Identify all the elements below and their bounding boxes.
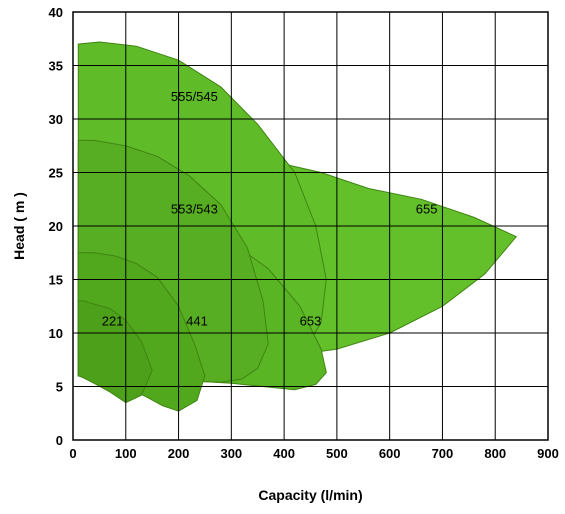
y-tick-label: 35 (49, 59, 63, 74)
y-tick-label: 25 (49, 166, 63, 181)
y-tick-label: 20 (49, 219, 63, 234)
x-axis-label: Capacity (l/min) (258, 487, 362, 503)
y-tick-label: 30 (49, 112, 63, 127)
y-tick-label: 10 (49, 326, 63, 341)
region-label: 653 (300, 314, 322, 329)
y-tick-label: 0 (56, 433, 63, 448)
region-label: 655 (416, 201, 438, 216)
x-tick-label: 900 (537, 446, 559, 461)
x-tick-label: 800 (484, 446, 506, 461)
x-tick-label: 300 (220, 446, 242, 461)
x-tick-label: 500 (326, 446, 348, 461)
x-tick-label: 200 (168, 446, 190, 461)
y-tick-label: 40 (49, 5, 63, 20)
x-tick-label: 600 (379, 446, 401, 461)
region-label: 221 (102, 314, 124, 329)
pump-curve-chart: 555/545553/54365522144165301002003004005… (0, 0, 565, 514)
x-tick-label: 700 (432, 446, 454, 461)
y-tick-label: 15 (49, 273, 63, 288)
x-tick-label: 400 (273, 446, 295, 461)
chart-svg: 555/545553/54365522144165301002003004005… (0, 0, 565, 514)
y-axis-label: Head ( m ) (11, 192, 27, 260)
x-tick-label: 0 (69, 446, 76, 461)
region-label: 555/545 (171, 89, 218, 104)
x-tick-label: 100 (115, 446, 137, 461)
region-label: 553/543 (171, 201, 218, 216)
region-label: 441 (186, 314, 208, 329)
y-tick-label: 5 (56, 380, 63, 395)
